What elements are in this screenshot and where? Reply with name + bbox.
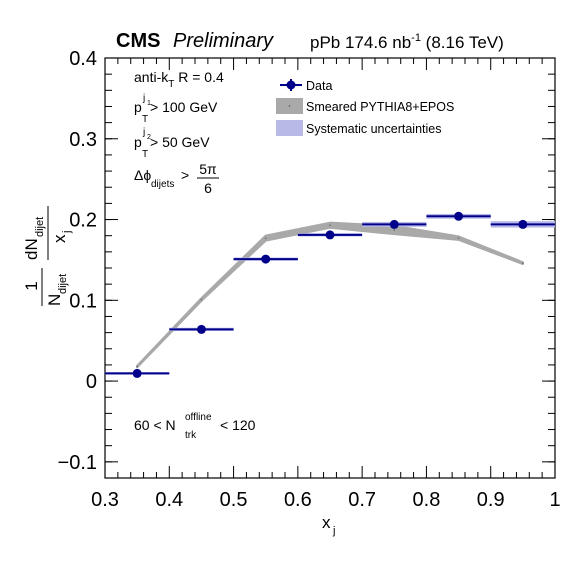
model-band bbox=[136, 221, 524, 369]
x-tick-label: 0.4 bbox=[155, 489, 183, 511]
legend-entry-model: Smeared PYTHIA8+EPOS bbox=[276, 98, 454, 114]
preliminary-label: Preliminary bbox=[173, 30, 274, 52]
data-point bbox=[454, 211, 464, 221]
data-point bbox=[389, 219, 399, 229]
svg-text:j: j bbox=[142, 93, 145, 104]
svg-text:2: 2 bbox=[147, 134, 151, 141]
model-point bbox=[136, 365, 138, 368]
y-tick-label: 0 bbox=[86, 371, 97, 393]
svg-text:60 < N: 60 < N bbox=[134, 417, 176, 433]
cms-label: CMS bbox=[116, 30, 160, 52]
svg-text:j: j bbox=[142, 127, 145, 138]
subleading-jet-pt-annotation: p T j 2 > 50 GeV bbox=[134, 127, 210, 160]
svg-text:dijet: dijet bbox=[34, 217, 46, 237]
svg-text:dijets: dijets bbox=[151, 179, 174, 190]
data-point bbox=[196, 324, 206, 334]
lumi-label: pPb 174.6 nb-1 (8.16 TeV) bbox=[310, 32, 504, 52]
x-axis-title: x j bbox=[322, 513, 335, 537]
legend: Data Smeared PYTHIA8+EPOS Systematic unc… bbox=[276, 79, 454, 136]
model-point bbox=[329, 224, 331, 226]
svg-text:5π: 5π bbox=[199, 161, 217, 177]
y-tick-label: 0.2 bbox=[69, 210, 97, 232]
model-series bbox=[136, 221, 524, 369]
data-point bbox=[261, 254, 271, 264]
svg-text:p: p bbox=[134, 99, 142, 115]
model-point bbox=[264, 237, 267, 239]
svg-text:1: 1 bbox=[22, 281, 41, 290]
svg-text:x: x bbox=[50, 234, 69, 243]
data-point bbox=[325, 230, 335, 240]
svg-text:> 100 GeV: > 100 GeV bbox=[150, 99, 218, 115]
svg-text:p: p bbox=[134, 134, 142, 150]
legend-syst-swatch bbox=[276, 120, 303, 136]
svg-text:6: 6 bbox=[204, 180, 212, 196]
y-tick-label: 0.4 bbox=[69, 48, 97, 70]
svg-text:1: 1 bbox=[147, 100, 151, 107]
svg-text:dN: dN bbox=[22, 238, 41, 260]
svg-text:T: T bbox=[142, 149, 148, 160]
svg-text:> 50 GeV: > 50 GeV bbox=[150, 134, 210, 150]
data-point bbox=[132, 368, 142, 378]
multiplicity-annotation: 60 < N trk offline < 120 bbox=[134, 412, 256, 441]
x-tick-label: 0.6 bbox=[284, 489, 312, 511]
jet-algorithm-annotation: anti-kT R = 0.4 bbox=[134, 69, 224, 90]
dphi-annotation: Δϕ dijets > 5π 6 bbox=[134, 161, 219, 196]
svg-text:anti-kT R = 0.4: anti-kT R = 0.4 bbox=[134, 69, 224, 90]
svg-text:x: x bbox=[322, 513, 331, 532]
svg-text:N: N bbox=[45, 294, 64, 306]
svg-text:Data: Data bbox=[306, 79, 332, 93]
svg-text:offline: offline bbox=[185, 412, 212, 423]
legend-entry-syst: Systematic uncertainties bbox=[276, 120, 441, 136]
svg-text:j: j bbox=[61, 231, 73, 234]
svg-text:dijet: dijet bbox=[57, 274, 69, 294]
legend-entry-data: Data bbox=[280, 79, 332, 93]
y-tick-label: −0.1 bbox=[58, 452, 97, 474]
y-axis: −0.1 0 0.1 0.2 0.3 0.4 bbox=[58, 48, 555, 479]
y-tick-label: 0.3 bbox=[69, 129, 97, 151]
data-series bbox=[105, 211, 555, 378]
svg-text:Smeared PYTHIA8+EPOS: Smeared PYTHIA8+EPOS bbox=[306, 100, 454, 114]
x-tick-label: 0.5 bbox=[220, 489, 248, 511]
svg-text:Systematic uncertainties: Systematic uncertainties bbox=[306, 122, 441, 136]
svg-text:T: T bbox=[142, 114, 148, 125]
svg-text:j: j bbox=[332, 525, 335, 537]
model-point bbox=[393, 229, 396, 231]
svg-text:< 120: < 120 bbox=[220, 417, 256, 433]
svg-text:trk: trk bbox=[185, 430, 197, 441]
svg-text:Δϕ: Δϕ bbox=[134, 167, 151, 183]
model-point bbox=[200, 298, 203, 301]
plot-frame bbox=[104, 57, 556, 479]
x-tick-label: 1 bbox=[549, 489, 560, 511]
x-tick-label: 0.3 bbox=[91, 489, 119, 511]
leading-jet-pt-annotation: p T j 1 > 100 GeV bbox=[134, 93, 218, 125]
data-point bbox=[518, 219, 528, 229]
x-tick-label: 0.8 bbox=[413, 489, 441, 511]
svg-text:>: > bbox=[181, 167, 189, 183]
x-tick-label: 0.7 bbox=[348, 489, 376, 511]
model-point bbox=[522, 262, 524, 264]
model-point bbox=[457, 237, 460, 239]
y-axis-title: 1 N dijet dN dijet x j bbox=[22, 206, 73, 306]
x-axis: 0.3 0.4 0.5 0.6 0.7 0.8 0.9 1 bbox=[91, 58, 561, 511]
legend-data-marker bbox=[286, 80, 296, 90]
y-tick-label: 0.1 bbox=[69, 290, 97, 312]
x-tick-label: 0.9 bbox=[477, 489, 505, 511]
